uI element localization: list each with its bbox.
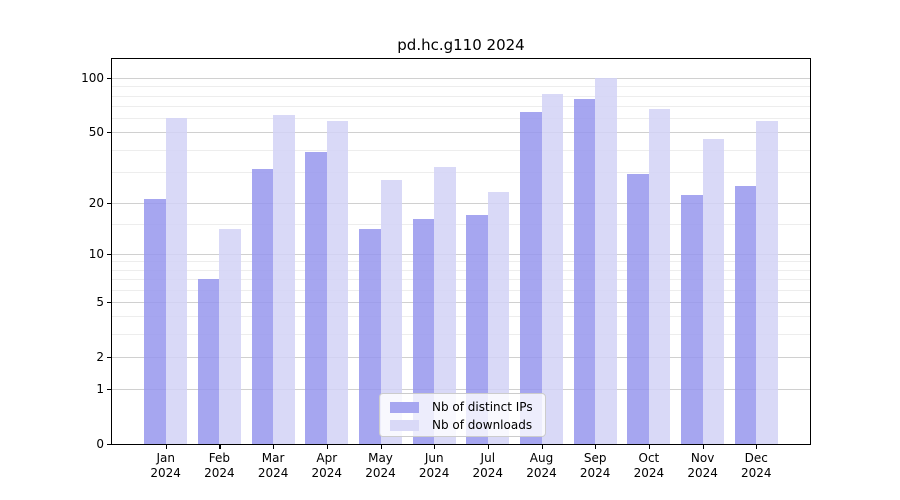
y-tick [107,301,112,304]
legend-label-distinct-ips: Nb of distinct IPs [432,400,533,414]
legend-swatch-downloads-icon [390,419,419,431]
bar-downloads-sep [595,78,617,444]
gridline [112,78,810,79]
x-tick [434,444,436,449]
x-tick [648,444,651,449]
x-tick [487,444,489,449]
gridline [112,261,810,263]
bar-downloads-may [380,179,402,444]
bar-distinct-ips-jun [412,219,435,444]
bar-downloads-mar [273,115,295,444]
bar-downloads-jul [487,192,510,444]
legend-item-downloads: Nb of downloads [380,416,545,434]
y-tick [107,78,112,80]
bar-distinct-ips-may [359,229,381,444]
x-tick [380,444,382,449]
x-tick [702,444,704,449]
bar-distinct-ips-apr [305,151,327,444]
x-tick [541,444,543,449]
x-tick-label: Apr 2024 [311,451,343,480]
x-tick-label: Oct 2024 [633,451,665,480]
y-tick-label: 20 [88,195,104,210]
gridline [112,356,810,358]
bar-downloads-apr [326,120,349,444]
x-tick [165,444,167,449]
bar-distinct-ips-jan [144,198,166,444]
x-tick [219,444,221,449]
x-tick-label: May 2024 [365,451,396,480]
y-tick-label: 5 [96,294,104,309]
bar-distinct-ips-sep [573,98,596,444]
gridline [112,132,810,134]
bar-downloads-aug [541,93,563,444]
bar-downloads-nov [702,138,725,444]
x-tick-label: Mar 2024 [257,451,289,480]
gridline [112,202,810,204]
legend-item-distinct-ips: Nb of distinct IPs [380,398,545,416]
x-tick [326,444,328,449]
x-tick-label: Sep 2024 [579,451,611,480]
bar-distinct-ips-oct [627,174,649,444]
legend-label-downloads: Nb of downloads [432,418,533,432]
x-tick-label: Jan 2024 [150,451,181,480]
x-tick [756,444,758,449]
y-tick-label: 100 [81,71,104,85]
legend-swatch-distinct-ips-icon [390,401,419,413]
bar-distinct-ips-nov [681,195,703,444]
legend: Nb of distinct IPs Nb of downloads [379,393,546,437]
x-tick-label: Jul 2024 [472,451,504,480]
bar-downloads-feb [219,229,241,444]
gridline [112,224,810,226]
gridline [112,118,810,119]
gridline [112,95,810,97]
bar-downloads-oct [648,109,671,444]
plot-area [112,59,810,444]
gridline [112,389,810,390]
chart-title: pd.hc.g110 2024 [397,36,525,54]
gridline [112,253,810,255]
bar-downloads-jun [434,166,456,444]
bar-downloads-dec [756,120,778,444]
y-tick [107,253,112,255]
bar-distinct-ips-dec [734,185,757,444]
y-tick [107,389,112,391]
bar-distinct-ips-aug [520,111,542,444]
y-tick [107,356,112,359]
y-tick [107,132,112,134]
x-tick [595,444,597,449]
x-tick-label: Feb 2024 [204,451,235,480]
y-tick [107,202,112,204]
bar-distinct-ips-mar [251,169,274,444]
y-tick-label: 0 [96,437,104,451]
bar-distinct-ips-feb [197,279,220,444]
gridline [112,334,810,336]
gridline [112,316,810,318]
gridline [112,171,810,173]
gridline [112,86,810,88]
gridline [112,279,810,281]
x-tick-label: Dec 2024 [741,451,772,480]
y-tick [107,444,112,446]
x-tick [273,444,275,449]
y-tick-label: 1 [96,382,104,396]
gridline [112,106,810,107]
gridline [112,149,810,151]
gridline [112,269,810,271]
gridline [112,289,810,291]
x-tick-label: Aug 2024 [526,451,557,480]
gridline [112,301,810,303]
y-tick-label: 50 [88,125,104,140]
x-tick-label: Jun 2024 [418,451,450,480]
y-tick-label: 2 [96,349,104,364]
bar-distinct-ips-jul [466,214,488,444]
bar-downloads-jan [165,118,188,444]
x-tick-label: Nov 2024 [687,451,718,480]
y-tick-label: 10 [88,246,104,261]
